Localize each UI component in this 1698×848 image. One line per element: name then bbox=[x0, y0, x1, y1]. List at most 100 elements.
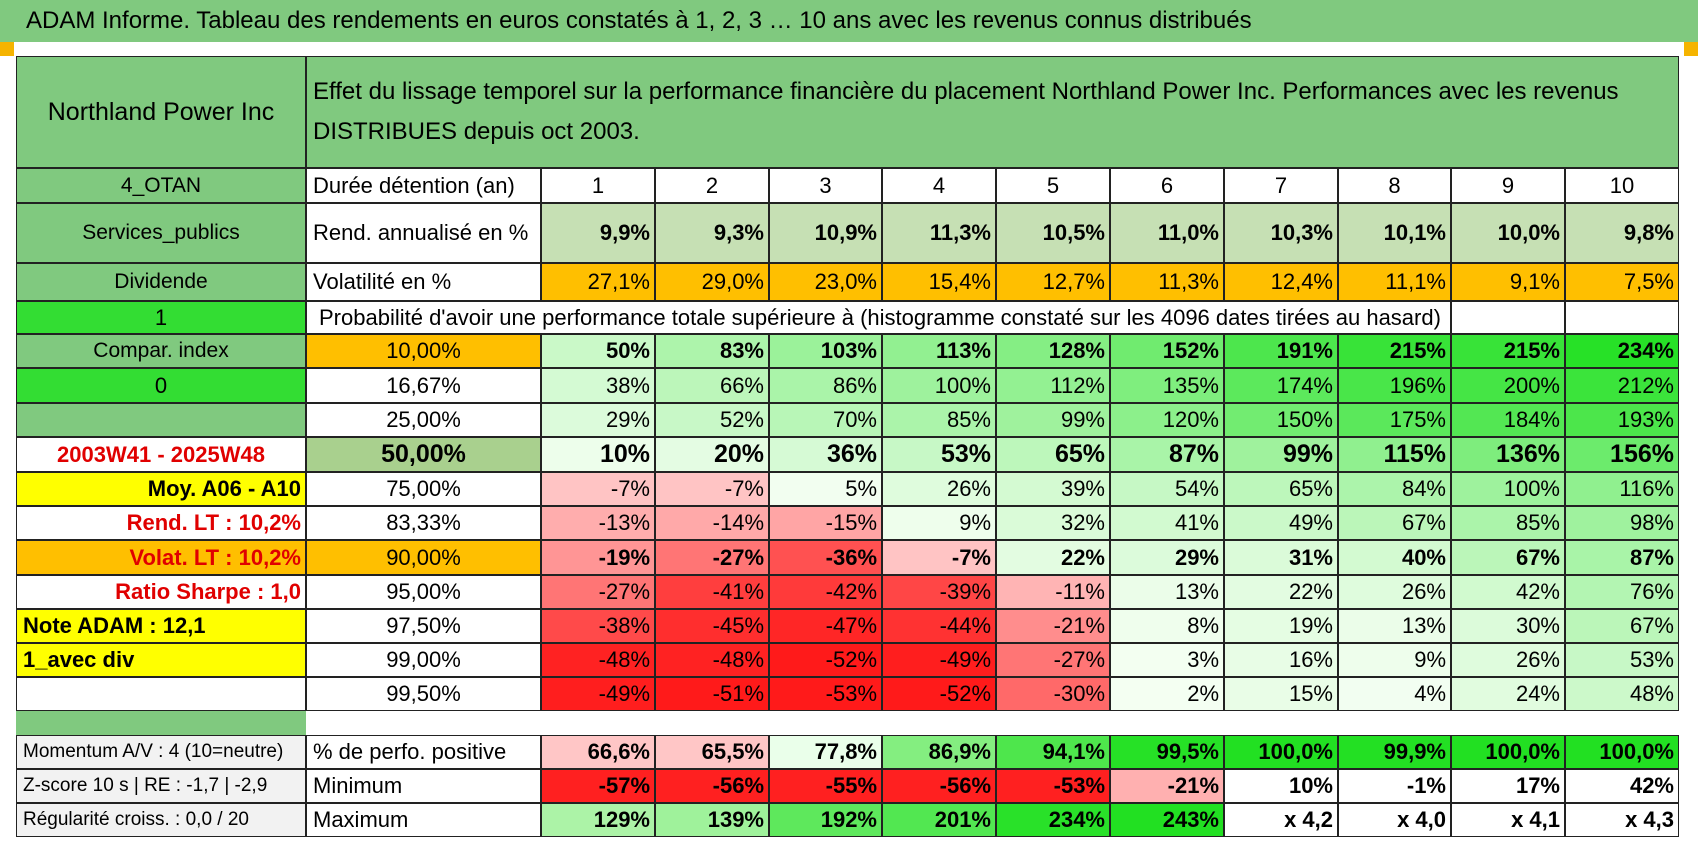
pct-6-year-8: 67% bbox=[1338, 506, 1451, 540]
pct-8-year-10: 76% bbox=[1565, 575, 1679, 609]
pct-2-year-1: 38% bbox=[541, 368, 655, 403]
max-value-10: x 4,3 bbox=[1565, 803, 1679, 837]
max-value-9: x 4,1 bbox=[1451, 803, 1565, 837]
pct-9-year-7: 19% bbox=[1224, 609, 1338, 643]
pct-7-year-6: 29% bbox=[1110, 540, 1224, 575]
pct-10-year-10: 53% bbox=[1565, 643, 1679, 677]
pct-6-year-7: 49% bbox=[1224, 506, 1338, 540]
pct-3-year-7: 150% bbox=[1224, 403, 1338, 437]
min-value-4: -56% bbox=[882, 769, 996, 803]
year-header-3: 3 bbox=[769, 168, 882, 203]
pct-3-year-1: 29% bbox=[541, 403, 655, 437]
label-avec-div: 1_avec div bbox=[16, 643, 306, 677]
pct-10-year-6: 3% bbox=[1110, 643, 1224, 677]
vol-value-9: 9,1% bbox=[1451, 263, 1565, 301]
vol-value-7: 12,4% bbox=[1224, 263, 1338, 301]
rend-value-8: 10,1% bbox=[1338, 203, 1451, 263]
percentile-5: 75,00% bbox=[306, 472, 541, 506]
pct-6-year-10: 98% bbox=[1565, 506, 1679, 540]
pct-6-year-4: 9% bbox=[882, 506, 996, 540]
pct-1-year-5: 128% bbox=[996, 334, 1110, 368]
pct-4-year-10: 156% bbox=[1565, 437, 1679, 472]
pct-4-year-5: 65% bbox=[996, 437, 1110, 472]
pct-9-year-1: -38% bbox=[541, 609, 655, 643]
pct-6-year-2: -14% bbox=[655, 506, 769, 540]
pct-10-year-2: -48% bbox=[655, 643, 769, 677]
pct-9-year-6: 8% bbox=[1110, 609, 1224, 643]
pct-1-year-1: 50% bbox=[541, 334, 655, 368]
row-label-max: Maximum bbox=[306, 803, 541, 837]
label-dividende: Dividende bbox=[16, 263, 306, 301]
pos-value-1: 66,6% bbox=[541, 735, 655, 769]
bottom-label-max: Régularité croiss. : 0,0 / 20 bbox=[16, 803, 306, 837]
separator-strip bbox=[16, 711, 306, 735]
pct-4-year-3: 36% bbox=[769, 437, 882, 472]
pct-4-year-9: 136% bbox=[1451, 437, 1565, 472]
percentile-8: 95,00% bbox=[306, 575, 541, 609]
vol-value-4: 15,4% bbox=[882, 263, 996, 301]
pct-5-year-9: 100% bbox=[1451, 472, 1565, 506]
label-zero: 0 bbox=[16, 368, 306, 403]
min-value-8: -1% bbox=[1338, 769, 1451, 803]
pct-7-year-9: 67% bbox=[1451, 540, 1565, 575]
pct-3-year-8: 175% bbox=[1338, 403, 1451, 437]
pct-7-year-3: -36% bbox=[769, 540, 882, 575]
pct-4-year-6: 87% bbox=[1110, 437, 1224, 472]
pct-11-year-4: -52% bbox=[882, 677, 996, 711]
row-label-vol: Volatilité en % bbox=[306, 263, 541, 301]
min-value-7: 10% bbox=[1224, 769, 1338, 803]
pct-3-year-9: 184% bbox=[1451, 403, 1565, 437]
pct-1-year-10: 234% bbox=[1565, 334, 1679, 368]
label-rend-lt: Rend. LT : 10,2% bbox=[16, 506, 306, 540]
pct-10-year-9: 26% bbox=[1451, 643, 1565, 677]
pct-10-year-4: -49% bbox=[882, 643, 996, 677]
pct-10-year-7: 16% bbox=[1224, 643, 1338, 677]
year-header-8: 8 bbox=[1338, 168, 1451, 203]
vol-value-5: 12,7% bbox=[996, 263, 1110, 301]
pos-value-2: 65,5% bbox=[655, 735, 769, 769]
pct-6-year-9: 85% bbox=[1451, 506, 1565, 540]
pct-1-year-9: 215% bbox=[1451, 334, 1565, 368]
probability-caption: Probabilité d'avoir une performance tota… bbox=[306, 301, 1451, 334]
max-value-1: 129% bbox=[541, 803, 655, 837]
pct-9-year-9: 30% bbox=[1451, 609, 1565, 643]
bottom-label-pos: Momentum A/V : 4 (10=neutre) bbox=[16, 735, 306, 769]
pct-2-year-4: 100% bbox=[882, 368, 996, 403]
label-compar-index: Compar. index bbox=[16, 334, 306, 368]
percentile-9: 97,50% bbox=[306, 609, 541, 643]
pct-4-year-8: 115% bbox=[1338, 437, 1451, 472]
pct-2-year-8: 196% bbox=[1338, 368, 1451, 403]
max-value-2: 139% bbox=[655, 803, 769, 837]
pct-1-year-8: 215% bbox=[1338, 334, 1451, 368]
label-volat-lt: Volat. LT : 10,2% bbox=[16, 540, 306, 575]
pct-7-year-2: -27% bbox=[655, 540, 769, 575]
rend-value-3: 10,9% bbox=[769, 203, 882, 263]
year-header-5: 5 bbox=[996, 168, 1110, 203]
pct-1-year-3: 103% bbox=[769, 334, 882, 368]
year-header-1: 1 bbox=[541, 168, 655, 203]
max-value-8: x 4,0 bbox=[1338, 803, 1451, 837]
rend-value-1: 9,9% bbox=[541, 203, 655, 263]
year-header-9: 9 bbox=[1451, 168, 1565, 203]
pct-5-year-7: 65% bbox=[1224, 472, 1338, 506]
pos-value-8: 99,9% bbox=[1338, 735, 1451, 769]
min-value-10: 42% bbox=[1565, 769, 1679, 803]
percentile-7: 90,00% bbox=[306, 540, 541, 575]
vol-value-2: 29,0% bbox=[655, 263, 769, 301]
pct-5-year-2: -7% bbox=[655, 472, 769, 506]
pct-7-year-4: -7% bbox=[882, 540, 996, 575]
max-value-6: 243% bbox=[1110, 803, 1224, 837]
label-otan: 4_OTAN bbox=[16, 168, 306, 203]
min-value-6: -21% bbox=[1110, 769, 1224, 803]
pct-5-year-6: 54% bbox=[1110, 472, 1224, 506]
pct-11-year-8: 4% bbox=[1338, 677, 1451, 711]
label-note-adam: Note ADAM : 12,1 bbox=[16, 609, 306, 643]
pct-2-year-6: 135% bbox=[1110, 368, 1224, 403]
rend-value-6: 11,0% bbox=[1110, 203, 1224, 263]
pct-11-year-2: -51% bbox=[655, 677, 769, 711]
pct-5-year-3: 5% bbox=[769, 472, 882, 506]
max-value-7: x 4,2 bbox=[1224, 803, 1338, 837]
pct-8-year-6: 13% bbox=[1110, 575, 1224, 609]
corner-marker-left bbox=[0, 42, 14, 56]
